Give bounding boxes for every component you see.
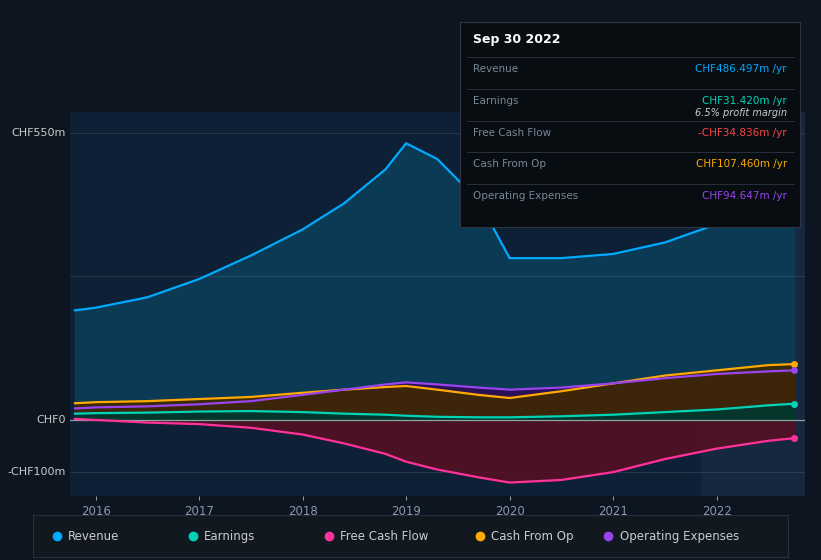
Text: Free Cash Flow: Free Cash Flow xyxy=(340,530,429,543)
Text: CHF550m: CHF550m xyxy=(11,128,66,138)
Text: Revenue: Revenue xyxy=(474,64,519,74)
Text: CHF94.647m /yr: CHF94.647m /yr xyxy=(702,191,787,201)
Text: CHF486.497m /yr: CHF486.497m /yr xyxy=(695,64,787,74)
Text: Free Cash Flow: Free Cash Flow xyxy=(474,128,552,138)
Text: -CHF100m: -CHF100m xyxy=(7,467,66,477)
Text: Cash From Op: Cash From Op xyxy=(474,160,547,169)
Bar xyxy=(701,112,805,496)
Text: CHF0: CHF0 xyxy=(36,415,66,425)
Text: Operating Expenses: Operating Expenses xyxy=(474,191,579,201)
Text: 6.5% profit margin: 6.5% profit margin xyxy=(695,108,787,118)
Text: -CHF34.836m /yr: -CHF34.836m /yr xyxy=(698,128,787,138)
Text: CHF31.420m /yr: CHF31.420m /yr xyxy=(702,96,787,106)
Text: CHF107.460m /yr: CHF107.460m /yr xyxy=(695,160,787,169)
Text: Cash From Op: Cash From Op xyxy=(491,530,574,543)
Text: Revenue: Revenue xyxy=(68,530,120,543)
Text: Earnings: Earnings xyxy=(474,96,519,106)
Text: Earnings: Earnings xyxy=(204,530,255,543)
Text: Sep 30 2022: Sep 30 2022 xyxy=(474,32,561,45)
Text: Operating Expenses: Operating Expenses xyxy=(620,530,739,543)
